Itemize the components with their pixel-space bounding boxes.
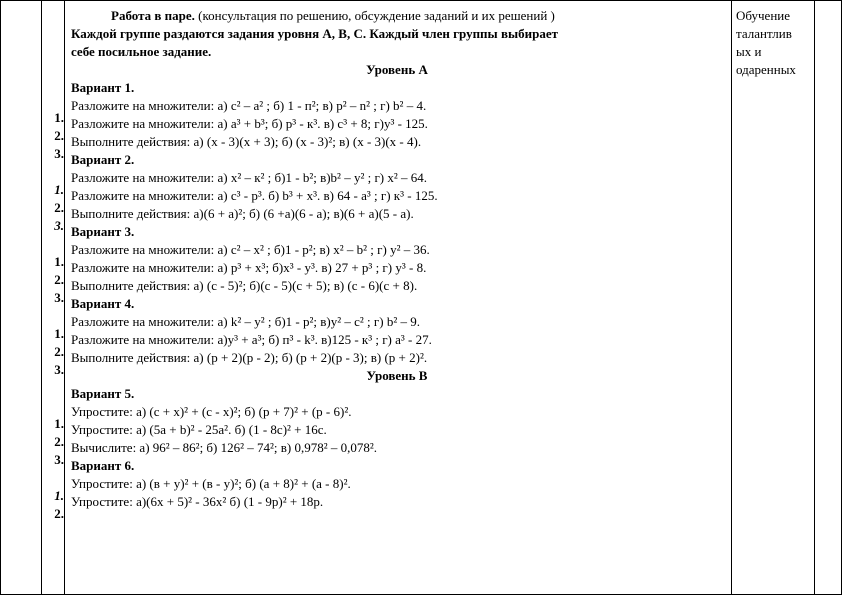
margin-right (815, 1, 841, 594)
task-row: Упростите: а) (5а + b)² - 25а². б) (1 - … (71, 421, 723, 439)
task-row: Упростите: а) (с + х)² + (с - х)²; б) (р… (71, 403, 723, 421)
side-text: одаренных (736, 61, 810, 79)
intro-line-2: Каждой группе раздаются задания уровня А… (71, 25, 723, 43)
numbers-column: 1. 2. 3. . 1. 2. 3. . 1. 2. 3. . 1. 2. 3… (42, 1, 65, 594)
task-row: Разложите на множители: а)у³ + а³; б) п³… (71, 331, 723, 349)
level-b-title: Уровень В (71, 367, 723, 385)
num: 2. (42, 343, 64, 361)
num: 1. (42, 325, 64, 343)
task-row: Разложите на множители: а) k² – у² ; б)1… (71, 313, 723, 331)
num: 1. (42, 109, 64, 127)
task-row: Разложите на множители: а) х² – к² ; б)1… (71, 169, 723, 187)
task-row: Упростите: а) (в + у)² + (в - у)²; б) (а… (71, 475, 723, 493)
task-row: Выполните действия: а)(6 + а)²; б) (6 +а… (71, 205, 723, 223)
variant-5-title: Вариант 5. (71, 385, 723, 403)
task-row: Упростите: а)(6х + 5)² - 36х² б) (1 - 9р… (71, 493, 723, 511)
task-row: Разложите на множители: а) с² – х² ; б)1… (71, 241, 723, 259)
task-row: Разложите на множители: а) с³ - p³. б) b… (71, 187, 723, 205)
num: 3. (42, 145, 64, 163)
num: 2. (42, 199, 64, 217)
task-row: Выполните действия: а) (р + 2)(р - 2); б… (71, 349, 723, 367)
side-column: Обучение талантлив ых и одаренных (732, 1, 815, 594)
num: 2. (42, 505, 64, 523)
main-column: Работа в паре. (консультация по решению,… (65, 1, 732, 594)
num: 1. (42, 487, 64, 505)
variant-1-title: Вариант 1. (71, 79, 723, 97)
task-row: Разложите на множители: а) с² – а² ; б) … (71, 97, 723, 115)
side-text: ых и (736, 43, 810, 61)
task-row: Разложите на множители: а) а³ + b³; б) p… (71, 115, 723, 133)
num: 3. (42, 217, 64, 235)
side-text: талантлив (736, 25, 810, 43)
side-text: Обучение (736, 7, 810, 25)
variant-2-title: Вариант 2. (71, 151, 723, 169)
task-row: Выполните действия: а) (с - 5)²; б)(с - … (71, 277, 723, 295)
intro-line-3: себе посильное задание. (71, 43, 723, 61)
variant-3-title: Вариант 3. (71, 223, 723, 241)
task-row: Разложите на множители: а) р³ + х³; б)х³… (71, 259, 723, 277)
variant-4-title: Вариант 4. (71, 295, 723, 313)
num: 1. (42, 415, 64, 433)
num: 2. (42, 271, 64, 289)
num: 2. (42, 433, 64, 451)
task-row: Вычислите: а) 96² – 86²; б) 126² – 74²; … (71, 439, 723, 457)
level-a-title: Уровень А (71, 61, 723, 79)
num: 3. (42, 289, 64, 307)
worksheet-page: 1. 2. 3. . 1. 2. 3. . 1. 2. 3. . 1. 2. 3… (0, 0, 842, 595)
num: 3. (42, 451, 64, 469)
margin-left (1, 1, 42, 594)
num: 3. (42, 361, 64, 379)
intro-line-1: Работа в паре. (консультация по решению,… (71, 7, 723, 25)
num: 1. (42, 181, 64, 199)
variant-6-title: Вариант 6. (71, 457, 723, 475)
num: 1. (42, 253, 64, 271)
num: 2. (42, 127, 64, 145)
task-row: Выполните действия: а) (х - 3)(х + 3); б… (71, 133, 723, 151)
